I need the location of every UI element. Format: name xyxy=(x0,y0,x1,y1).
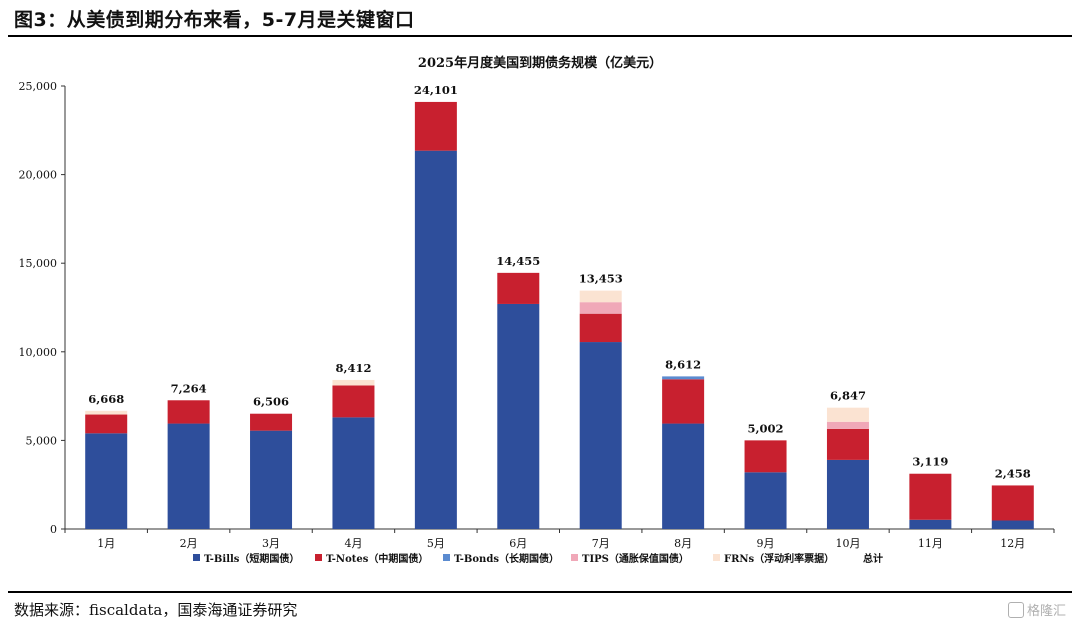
figure-header: 图3：从美债到期分布来看，5-7月是关键窗口 xyxy=(0,0,1080,37)
x-tick-label: 12月 xyxy=(1000,537,1025,550)
bar-segment-series-1 xyxy=(497,272,540,304)
watermark: 格隆汇 xyxy=(1007,600,1066,619)
bar-segment-series-1 xyxy=(250,413,293,431)
chart-title: 2025年月度美国到期债务规模（亿美元） xyxy=(417,56,663,71)
y-tick-label: 0 xyxy=(50,523,57,536)
legend-swatch xyxy=(193,554,200,561)
bar-segment-series-1 xyxy=(991,485,1034,521)
total-data-label: 3,119 xyxy=(912,455,948,469)
bar-segment-series-1 xyxy=(826,428,869,460)
y-tick-label: 15,000 xyxy=(19,257,58,270)
total-data-label: 5,002 xyxy=(748,421,784,435)
bar-segment-series-0 xyxy=(414,150,457,529)
x-tick-label: 9月 xyxy=(757,537,775,550)
bar-segment-series-2 xyxy=(662,376,705,380)
y-tick-label: 5,000 xyxy=(26,434,58,447)
bar-segment-series-0 xyxy=(909,519,952,529)
y-tick-label: 25,000 xyxy=(19,80,58,93)
total-data-label: 6,847 xyxy=(830,389,866,403)
bar-segment-series-1 xyxy=(332,385,375,418)
total-data-label: 14,455 xyxy=(496,254,540,268)
bar-segment-series-0 xyxy=(744,472,787,529)
x-tick-label: 7月 xyxy=(592,537,610,550)
x-tick-label: 1月 xyxy=(97,537,115,550)
bar-segment-series-1 xyxy=(662,379,705,424)
stacked-bar-chart: 0 5,000 10,000 15,000 20,000 25,000 1月 2月 3月 4月 5月… xyxy=(19,80,1055,565)
chart-container: 2025年月度美国到期债务规模（亿美元） 0 5,000 10,000 15,000 2… xyxy=(8,42,1072,582)
bar-segment-series-1 xyxy=(414,101,457,151)
bar-segment-series-1 xyxy=(167,400,210,424)
bar-segment-series-1 xyxy=(579,313,622,343)
total-data-label: 8,612 xyxy=(665,357,701,371)
x-tick-label: 10月 xyxy=(835,537,860,550)
total-data-label: 2,458 xyxy=(995,466,1031,480)
legend-swatch xyxy=(571,554,578,561)
bar-segment-series-0 xyxy=(85,433,128,529)
watermark-logo-icon xyxy=(1007,602,1024,618)
legend-label: 总计 xyxy=(863,552,883,565)
bar-segment-series-3 xyxy=(826,421,869,429)
x-tick-label: 11月 xyxy=(918,537,943,550)
x-tick-label: 2月 xyxy=(180,537,198,550)
legend-swatch xyxy=(443,554,450,561)
legend-label: T-Notes（中期国债） xyxy=(326,552,428,565)
x-tick-label: 5月 xyxy=(427,537,445,550)
bar-segment-series-4 xyxy=(826,407,869,422)
bar-segment-series-4 xyxy=(332,379,375,386)
y-tick-label: 10,000 xyxy=(19,346,58,359)
legend-swatch xyxy=(713,554,720,561)
legend-label: T-Bills（短期国债） xyxy=(204,552,299,565)
legend-swatch xyxy=(315,554,322,561)
bar-segment-series-1 xyxy=(909,473,952,520)
x-tick-label: 8月 xyxy=(674,537,692,550)
total-data-label: 13,453 xyxy=(579,272,623,286)
bar-segment-series-0 xyxy=(991,520,1034,529)
footer-divider xyxy=(8,591,1072,593)
header-divider xyxy=(8,35,1072,37)
bar-segment-series-0 xyxy=(167,423,210,529)
source-note: 数据来源：fiscaldata，国泰海通证券研究 xyxy=(14,601,298,619)
legend-label: TIPS（通胀保值国债） xyxy=(582,552,689,565)
bar-segment-series-0 xyxy=(662,423,705,529)
bar-segment-series-0 xyxy=(332,417,375,529)
bar-segment-series-0 xyxy=(826,459,869,529)
x-tick-label: 3月 xyxy=(262,537,280,550)
total-data-label: 7,264 xyxy=(171,381,207,395)
bar-segment-series-4 xyxy=(579,290,622,303)
bar-segment-series-3 xyxy=(579,302,622,314)
bar-segment-series-1 xyxy=(85,414,128,434)
total-data-label: 6,668 xyxy=(88,392,124,406)
total-data-label: 6,506 xyxy=(253,395,289,409)
watermark-text: 格隆汇 xyxy=(1026,604,1066,619)
bar-segment-series-1 xyxy=(744,440,787,473)
total-data-label: 8,412 xyxy=(335,361,371,375)
bar-segment-series-0 xyxy=(250,430,293,529)
bar-segment-series-4 xyxy=(85,410,128,415)
bar-segment-series-0 xyxy=(579,342,622,529)
x-tick-label: 6月 xyxy=(509,537,527,550)
y-tick-label: 20,000 xyxy=(19,169,58,182)
bar-segment-series-0 xyxy=(497,303,540,529)
total-data-label: 24,101 xyxy=(414,83,458,97)
figure-title: 图3：从美债到期分布来看，5-7月是关键窗口 xyxy=(14,9,415,31)
legend-label: FRNs（浮动利率票据） xyxy=(724,552,834,565)
x-tick-label: 4月 xyxy=(344,537,362,550)
legend-label: T-Bonds（长期国债） xyxy=(454,552,559,565)
